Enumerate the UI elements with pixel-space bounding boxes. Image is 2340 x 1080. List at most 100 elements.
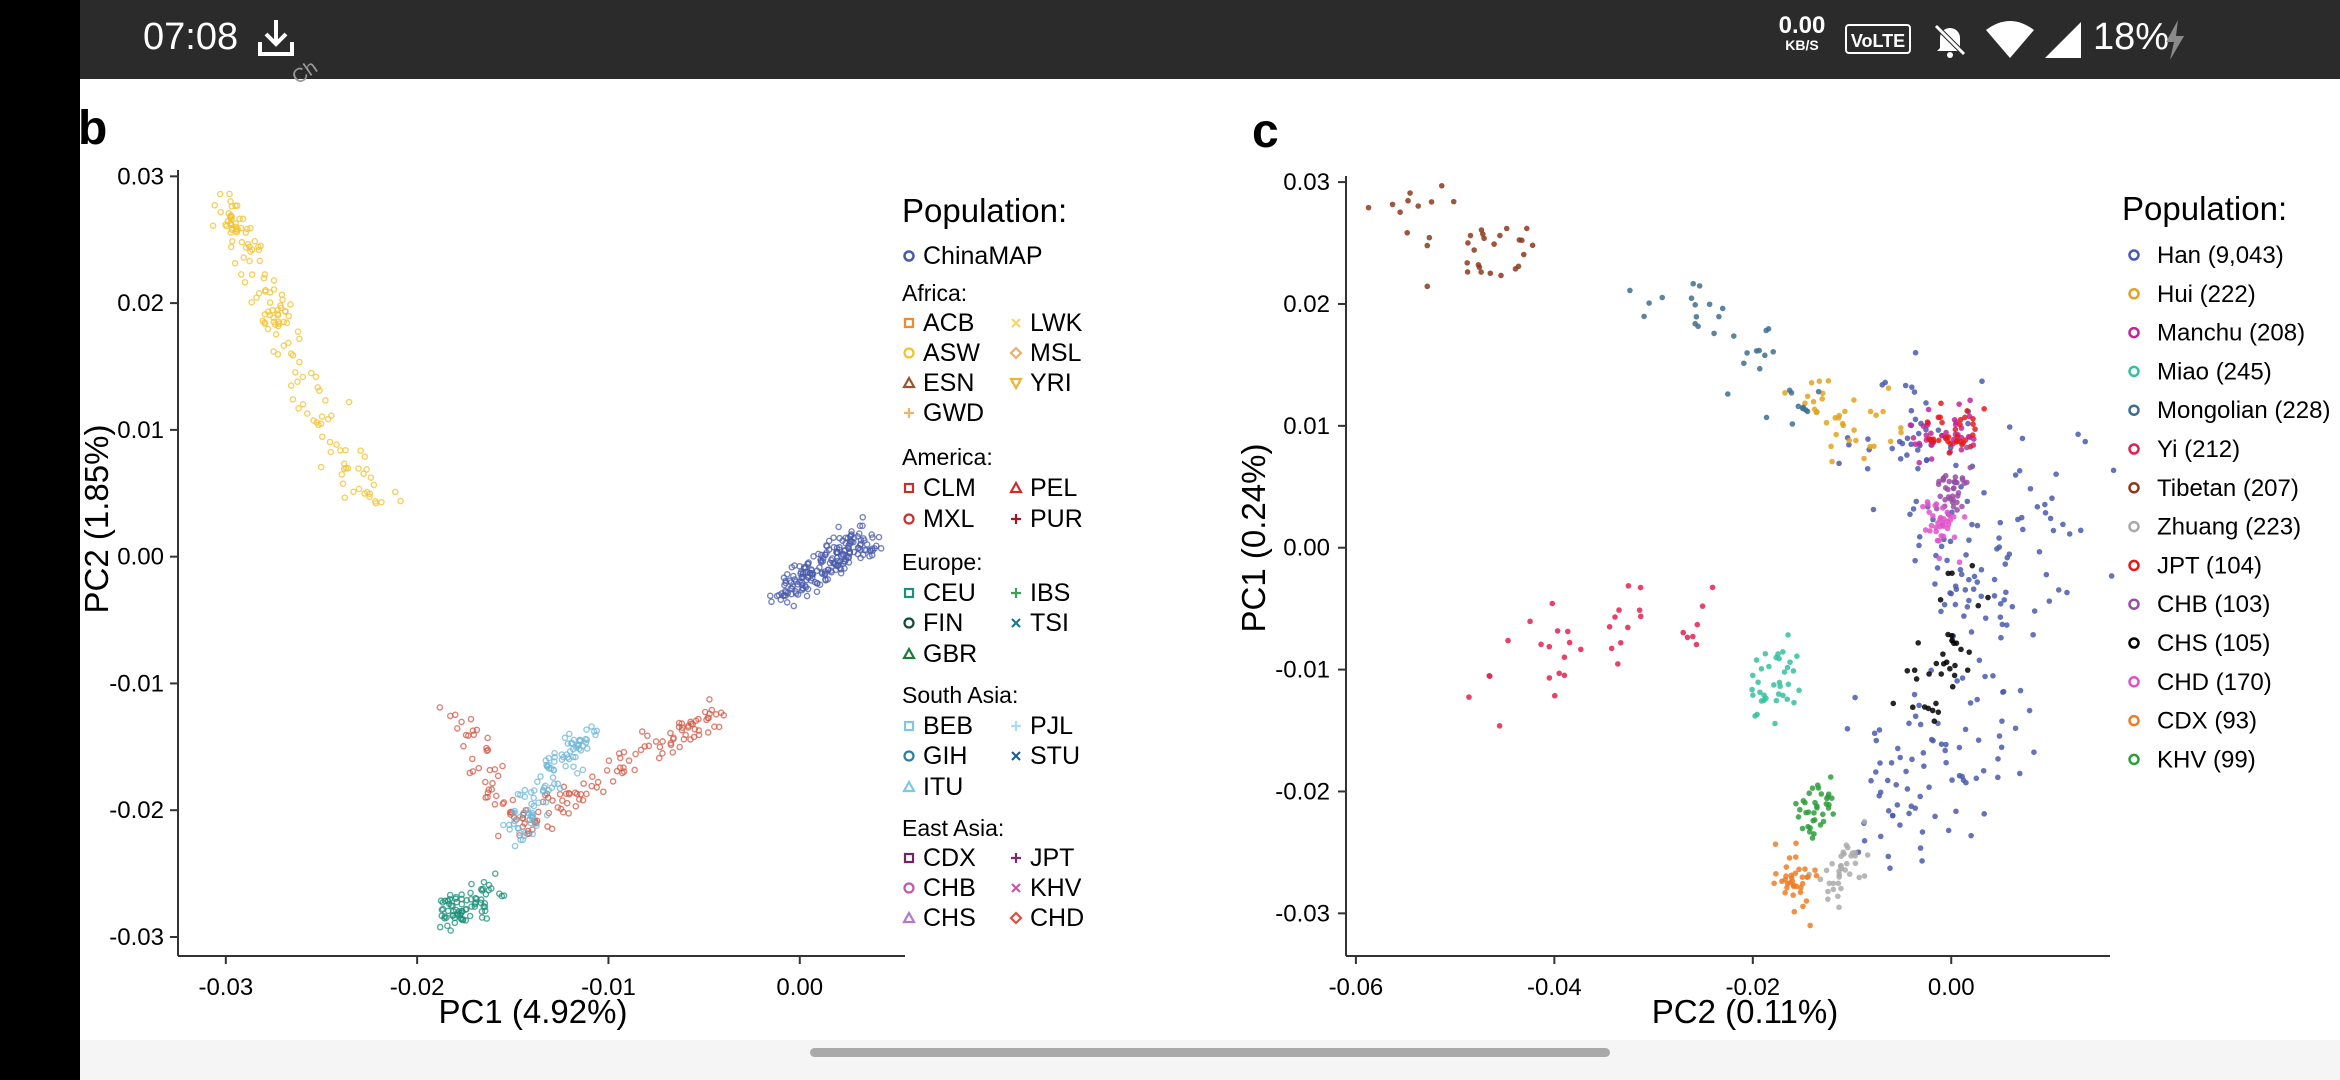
c-point-yi — [1684, 634, 1691, 641]
c-point-han — [2001, 597, 2008, 603]
c-point-miao — [1794, 653, 1800, 659]
c-point-han — [1970, 586, 1977, 592]
c-point-miao — [1749, 672, 1756, 679]
c-point-chd — [1944, 509, 1951, 516]
c-point-chs — [1958, 646, 1964, 653]
b-point-america — [500, 799, 508, 806]
c-point-han — [2055, 587, 2062, 593]
c-point-jpt — [1962, 437, 1969, 443]
c-point-miao — [1780, 649, 1786, 655]
b-point-america — [638, 728, 646, 735]
b-point-america — [620, 768, 628, 775]
c-point-chd — [1926, 509, 1932, 515]
b-legend-marker-chd — [1009, 911, 1023, 925]
b-point-chinamap — [835, 561, 842, 569]
b-point-europe — [458, 900, 466, 908]
b-ytick-label: 0.03 — [117, 163, 164, 190]
c-point-han — [1978, 566, 1985, 573]
c-point-hui — [1867, 408, 1874, 415]
b-point-europe — [452, 906, 460, 914]
c-point-mongolian — [1695, 323, 1701, 330]
b-point-america — [652, 738, 660, 745]
b-point-africa — [247, 248, 254, 255]
c-point-han — [1957, 566, 1964, 573]
panel-c-points — [1365, 182, 2117, 929]
c-point-mongolian — [1716, 313, 1722, 320]
c-point-han — [1904, 435, 1911, 442]
c-point-han — [1980, 767, 1987, 774]
b-point-america — [458, 718, 465, 726]
c-point-han — [1902, 382, 1909, 389]
c-point-miao — [1752, 713, 1758, 719]
b-point-south-asia — [521, 832, 528, 840]
b-point-europe — [467, 889, 474, 897]
b-ytick-label: -0.01 — [109, 670, 164, 697]
c-point-jpt — [1970, 432, 1976, 438]
c-point-chs — [1909, 704, 1916, 711]
c-point-yi — [1496, 723, 1503, 729]
c-point-chb — [1937, 493, 1944, 500]
b-xtick-label: 0.00 — [776, 974, 823, 1001]
c-point-khv — [1799, 825, 1806, 832]
c-point-jpt — [1959, 441, 1965, 448]
c-point-han — [1942, 747, 1948, 754]
b-point-america — [706, 696, 713, 703]
c-point-han — [1870, 506, 1877, 513]
b-point-america — [486, 766, 494, 774]
b-point-africa — [225, 210, 233, 217]
c-point-chs — [1949, 637, 1955, 644]
c-point-hui — [1782, 390, 1788, 396]
c-point-han — [1945, 827, 1952, 834]
b-point-chinamap — [792, 578, 800, 585]
c-point-zhuang — [1830, 886, 1837, 893]
c-point-khv — [1819, 811, 1826, 818]
b-point-america — [572, 802, 580, 810]
c-point-han — [1877, 760, 1883, 766]
b-point-south-asia — [537, 773, 544, 780]
c-point-jpt — [1939, 419, 1945, 426]
c-point-chs — [1952, 662, 1958, 669]
c-point-zhuang — [1826, 880, 1833, 887]
c-point-jpt — [1937, 414, 1944, 421]
b-point-south-asia — [583, 726, 590, 734]
net-speed-unit: KB/S — [1785, 37, 1819, 53]
c-point-chs — [1926, 671, 1932, 677]
c-point-han — [2082, 438, 2089, 445]
c-point-hui — [1804, 393, 1811, 400]
c-point-chs — [1929, 707, 1936, 714]
c-point-han — [2003, 589, 2009, 596]
c-point-han — [2000, 688, 2007, 695]
b-point-south-asia — [530, 787, 538, 794]
b-point-america — [566, 790, 573, 798]
c-point-han — [1998, 634, 2004, 641]
c-point-han — [1944, 557, 1950, 564]
b-point-america — [691, 725, 699, 733]
c-point-chs — [1933, 700, 1939, 707]
b-point-africa — [282, 307, 289, 315]
c-point-zhuang — [1823, 867, 1830, 874]
c-point-chd — [1927, 528, 1933, 534]
b-point-africa — [287, 301, 294, 308]
c-point-tibetan — [1424, 283, 1431, 290]
gesture-handle[interactable] — [810, 1048, 1610, 1057]
c-point-han — [1865, 436, 1871, 442]
c-point-khv — [1811, 831, 1817, 837]
b-point-chinamap — [791, 562, 798, 569]
b-point-europe — [446, 891, 454, 899]
b-point-africa — [236, 215, 243, 223]
b-point-chinamap — [830, 543, 838, 551]
c-point-han — [1964, 604, 1971, 610]
c-point-chb — [1955, 490, 1962, 496]
b-point-america — [695, 727, 703, 734]
b-point-america — [645, 742, 653, 750]
b-point-africa — [279, 296, 286, 304]
c-point-miao — [1776, 679, 1783, 686]
c-legend-item: Yi (212) — [2157, 436, 2240, 463]
b-point-africa — [238, 238, 246, 246]
c-ytick-label: 0.01 — [1283, 413, 1330, 440]
c-point-mongolian — [1693, 313, 1700, 320]
c-point-jpt — [1945, 434, 1952, 440]
c-point-cdx — [1792, 854, 1799, 860]
c-point-mongolian — [1731, 333, 1737, 339]
b-point-america — [670, 734, 677, 742]
